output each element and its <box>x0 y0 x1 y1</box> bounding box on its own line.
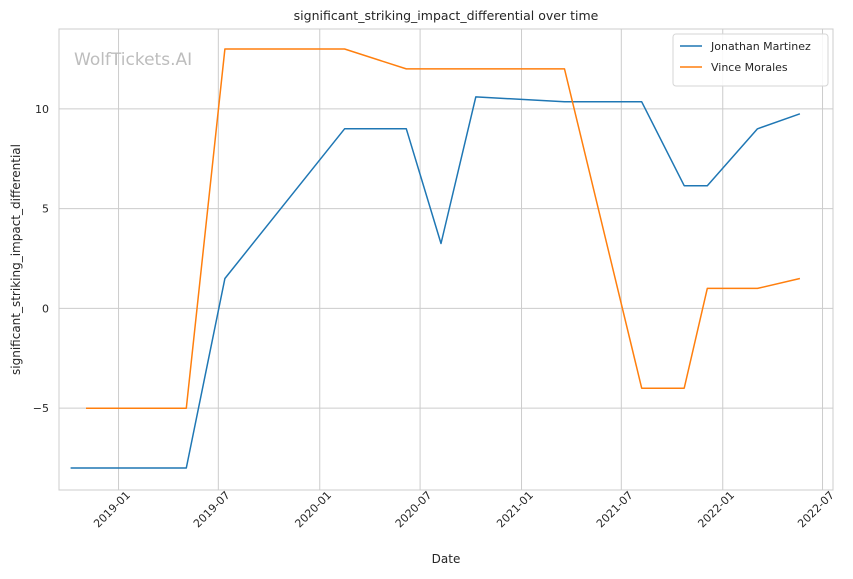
legend-label: Vince Morales <box>711 61 788 74</box>
legend-box <box>672 33 829 87</box>
series-lines <box>70 48 801 469</box>
y-axis-label: significant_striking_impact_differential <box>9 144 23 375</box>
chart-title: significant_striking_impact_differential… <box>294 8 599 23</box>
y-tick-label: 5 <box>42 203 49 216</box>
plot-area-frame <box>58 28 834 491</box>
y-tick-label: 0 <box>42 302 49 315</box>
y-tick-label: −5 <box>33 402 49 415</box>
legend-label: Jonathan Martinez <box>710 40 811 53</box>
y-tick-label: 10 <box>35 103 49 116</box>
legend: Jonathan Martinez Vince Morales <box>672 33 829 87</box>
grid <box>59 29 833 490</box>
x-axis-label: Date <box>432 552 461 566</box>
series-line <box>70 96 801 469</box>
watermark: WolfTickets.AI <box>74 50 192 70</box>
series-line <box>86 48 801 409</box>
